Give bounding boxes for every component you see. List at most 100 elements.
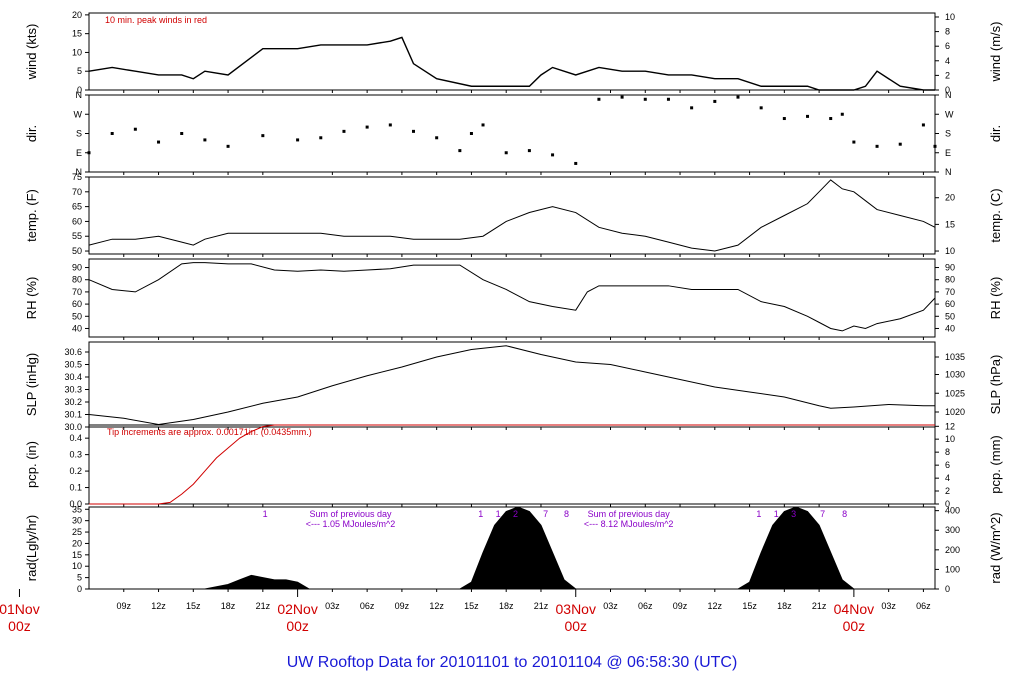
dir-point [203, 138, 207, 142]
x-minor-label: 18z [221, 601, 236, 611]
rh-ytick-right-label: 40 [945, 323, 955, 333]
dir-panel-frame [88, 94, 936, 173]
x-minor-label: 03z [881, 601, 896, 611]
rad-ytick-right-label: 200 [945, 545, 960, 555]
slp-ytick-left-label: 30.4 [64, 372, 82, 382]
rad-marker-number: 3 [791, 509, 796, 519]
x-major-hour-label: 00z [564, 618, 587, 634]
wind-ytick-right-label: 4 [945, 56, 950, 66]
dir-point [840, 112, 844, 116]
temp-ytick-left-label: 75 [72, 172, 82, 182]
rh-ytick-left-label: 90 [72, 263, 82, 273]
rh-series-line [88, 262, 936, 332]
temp-ylabel-left: temp. (F) [24, 189, 39, 242]
dir-point [898, 142, 902, 146]
x-minor-label: 06z [360, 601, 375, 611]
temp-panel-frame [88, 176, 936, 255]
dir-point [342, 129, 346, 133]
slp-ylabel-right: SLP (hPa) [988, 355, 1003, 415]
rad-annotation: <--- 1.05 MJoules/m^2 [306, 519, 396, 529]
rad-ytick-right-label: 400 [945, 506, 960, 516]
dir-point [852, 140, 856, 144]
dir-ytick-right-label: N [945, 167, 952, 177]
wind-panel-frame [88, 12, 936, 91]
dir-ytick-left-label: N [76, 167, 83, 177]
dir-ytick-left-label: N [76, 90, 83, 100]
pcp-ytick-left-label: 0.3 [69, 450, 82, 460]
dir-ytick-left-label: W [74, 109, 83, 119]
dir-point [388, 123, 392, 127]
rh-ytick-right-label: 60 [945, 299, 955, 309]
slp-ytick-right-label: 1025 [945, 388, 965, 398]
rh-ytick-left-label: 60 [72, 299, 82, 309]
rad-ytick-left-label: 25 [72, 527, 82, 537]
rad-ylabel-left: rad(Lgly/hr) [24, 515, 39, 581]
rh-ylabel-left: RH (%) [24, 277, 39, 320]
dir-point [643, 97, 647, 101]
wind-ytick-left-label: 20 [72, 10, 82, 20]
rad-marker-number: 1 [478, 509, 483, 519]
pcp-ytick-right-label: 2 [945, 486, 950, 496]
temp-ytick-right-label: 20 [945, 193, 955, 203]
pcp-ytick-right-label: 6 [945, 460, 950, 470]
dir-point [933, 144, 937, 148]
rh-panel-frame [88, 258, 936, 338]
temp-ytick-left-label: 50 [72, 246, 82, 256]
wind-ytick-right-label: 2 [945, 70, 950, 80]
dir-point [829, 117, 833, 121]
dir-point [875, 144, 879, 148]
x-minor-label: 21z [534, 601, 549, 611]
pcp-ytick-right-label: 4 [945, 473, 950, 483]
dir-ytick-right-label: N [945, 90, 952, 100]
wind-ytick-left-label: 15 [72, 29, 82, 39]
pcp-ylabel-right: pcp. (mm) [988, 435, 1003, 494]
rad-marker-number: 1 [756, 509, 761, 519]
pcp-ytick-left-label: 0.4 [69, 433, 82, 443]
wind-ylabel-left: wind (kts) [24, 24, 39, 81]
dir-point [365, 125, 369, 129]
temp-ylabel-right: temp. (C) [988, 188, 1003, 242]
x-minor-label: 06z [638, 601, 653, 611]
dir-point [666, 97, 670, 101]
x-major-day-label: 04Nov [834, 601, 874, 617]
rh-ytick-left-label: 80 [72, 275, 82, 285]
wind-series-line [88, 36, 935, 91]
rad-annotation: Sum of previous day [588, 509, 671, 519]
wind-ytick-left-label: 5 [77, 66, 82, 76]
wind-annotation: 10 min. peak winds in red [105, 15, 207, 25]
dir-point [261, 134, 265, 138]
rad-marker-number: 8 [564, 509, 569, 519]
rh-ytick-right-label: 50 [945, 311, 955, 321]
pcp-ytick-right-label: 10 [945, 434, 955, 444]
pcp-ytick-right-label: 12 [945, 421, 955, 431]
wind-ytick-right-label: 10 [945, 12, 955, 22]
rad-ytick-left-label: 35 [72, 504, 82, 514]
dir-point [620, 95, 624, 99]
rad-ytick-right-label: 100 [945, 564, 960, 574]
pcp-ytick-right-label: 0 [945, 499, 950, 509]
x-minor-label: 21z [256, 601, 271, 611]
dir-point [690, 106, 694, 110]
rad-ytick-left-label: 15 [72, 550, 82, 560]
x-major-hour-label: 00z [843, 618, 866, 634]
pcp-ylabel-left: pcp. (in) [24, 441, 39, 488]
rad-marker-number: 8 [842, 509, 847, 519]
rad-marker-number: 7 [820, 509, 825, 519]
x-minor-label: 03z [603, 601, 618, 611]
rad-ytick-left-label: 20 [72, 538, 82, 548]
rad-ytick-left-label: 10 [72, 561, 82, 571]
temp-ytick-right-label: 10 [945, 246, 955, 256]
x-minor-label: 18z [499, 601, 514, 611]
temp-ytick-left-label: 55 [72, 231, 82, 241]
dir-point [782, 117, 786, 121]
slp-ytick-right-label: 1035 [945, 352, 965, 362]
rad-annotation: <--- 8.12 MJoules/m^2 [584, 519, 674, 529]
dir-point [180, 132, 184, 135]
dir-point [157, 140, 161, 144]
dir-point [110, 132, 114, 135]
rad-annotation: Sum of previous day [310, 509, 393, 519]
x-major-day-label: 01Nov [0, 601, 40, 617]
wind-ytick-left-label: 10 [72, 47, 82, 57]
dir-point [481, 123, 485, 127]
